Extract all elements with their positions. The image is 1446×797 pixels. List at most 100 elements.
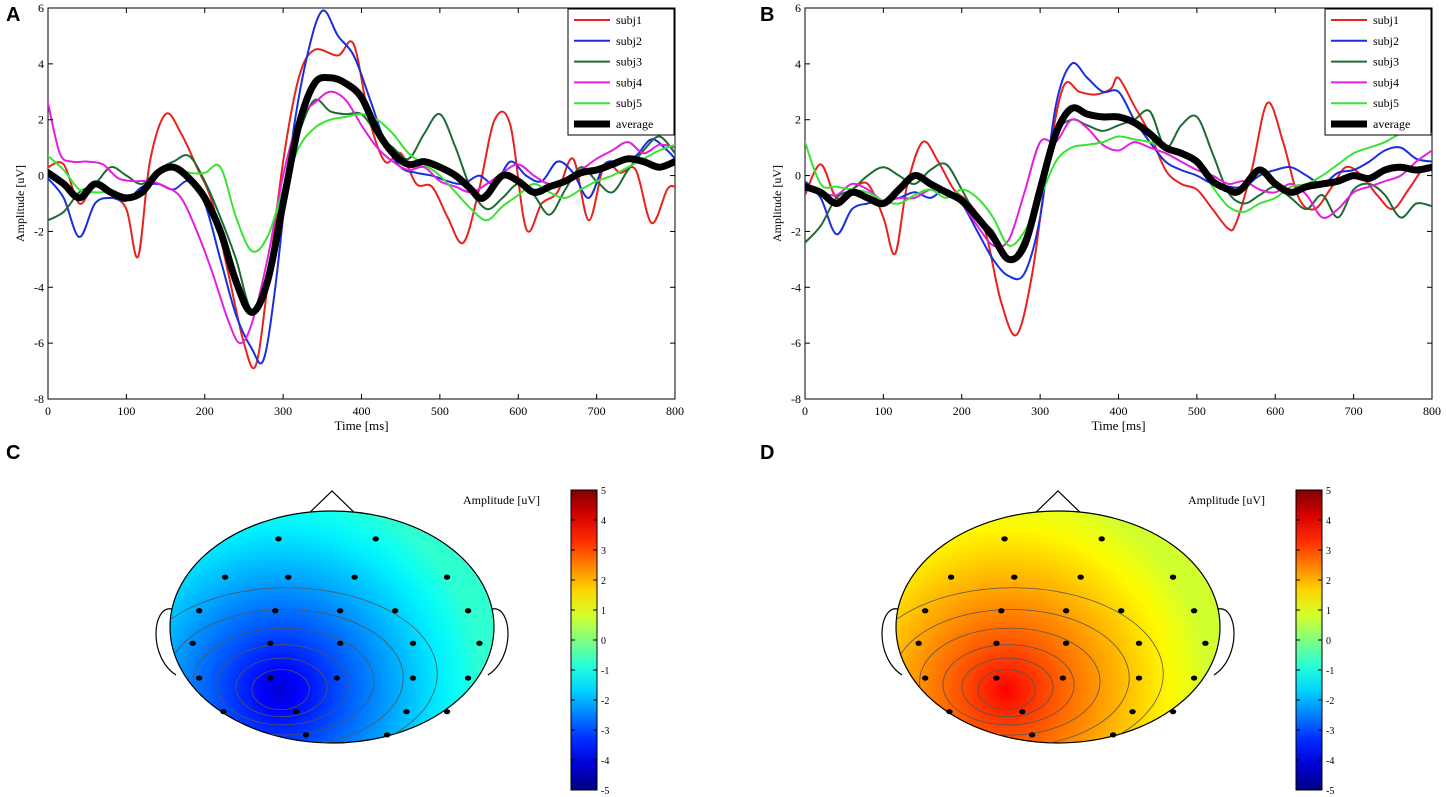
electrode-dot — [1019, 709, 1026, 715]
electrode-dot — [476, 640, 483, 646]
y-tick-label: 0 — [38, 169, 44, 183]
series-group — [48, 9, 675, 370]
electrode-dot — [351, 574, 358, 580]
electrode-dot — [275, 536, 282, 542]
legend-label-subj1: subj1 — [1373, 13, 1399, 27]
colorbar-tick-label: -3 — [1326, 726, 1334, 737]
colorbar-tick-label: -5 — [601, 786, 609, 797]
scalp-map — [169, 510, 495, 744]
electrode-dot — [383, 732, 391, 738]
contour-line — [235, 657, 328, 718]
colorbar-tick-label: 1 — [601, 606, 606, 617]
line-chart-a: 0 100 200 300 400 500 600 700 800 -8 -6 -4 -2 0 2 4 6 Tim… — [13, 1, 684, 433]
electrode-dot — [189, 640, 196, 646]
series-line-average — [805, 104, 1432, 264]
y-tick-label: -8 — [791, 392, 801, 406]
electrode-dot — [403, 709, 410, 715]
x-tick-label: 400 — [353, 404, 371, 418]
panel-label-d: D — [760, 442, 775, 464]
electrode-dot — [409, 675, 417, 681]
contour-line — [216, 644, 349, 726]
legend-box — [567, 8, 675, 136]
y-tick-label: 6 — [795, 1, 801, 15]
y-axis-label: Amplitude [uV] — [13, 165, 27, 242]
electrode-dot — [1190, 608, 1198, 614]
legend-box — [1324, 8, 1432, 136]
y-tick-label: -6 — [791, 336, 801, 350]
electrode-dot — [1059, 675, 1067, 681]
electrode-dot — [993, 675, 1000, 681]
y-tick-label: 6 — [38, 1, 44, 15]
electrode-dot — [1129, 709, 1136, 715]
electrode-dot — [220, 709, 227, 715]
contour-line — [977, 669, 1036, 711]
contour-line — [942, 644, 1075, 726]
contour-line — [251, 669, 310, 711]
colorbar-label: Amplitude [uV] — [1188, 493, 1265, 507]
colorbar-tick-label: 3 — [601, 546, 606, 557]
electrode-dot — [464, 675, 472, 681]
electrode-dot — [221, 574, 229, 580]
electrode-dot — [336, 608, 344, 614]
y-tick-label: -4 — [34, 280, 44, 294]
x-tick-label: 600 — [1266, 404, 1284, 418]
electrode-dot — [1077, 574, 1084, 580]
y-tick-label: -8 — [34, 392, 44, 406]
x-tick-label: 100 — [874, 404, 892, 418]
legend-label-subj2: subj2 — [1373, 34, 1399, 48]
legend: subj1 subj2 subj3 subj4 subj5 average — [1324, 8, 1432, 136]
x-tick-label: 0 — [802, 404, 808, 418]
x-tick-label: 800 — [1423, 404, 1441, 418]
y-tick-label: -6 — [34, 336, 44, 350]
electrode-dot — [391, 608, 399, 614]
colorbar-tick-label: 1 — [1326, 606, 1331, 617]
colorbar-tick-label: 4 — [601, 516, 606, 527]
series-group — [805, 61, 1432, 337]
x-axis-label: Time [ms] — [334, 418, 388, 433]
electrode-dot — [1117, 608, 1125, 614]
colorbar-tick-label: -4 — [1326, 756, 1334, 767]
x-tick-label: 800 — [666, 404, 684, 418]
panel-label-a: A — [6, 4, 21, 26]
x-tick-label: 700 — [588, 404, 606, 418]
contour-lines — [896, 587, 1164, 743]
line-chart-b: 0 100 200 300 400 500 600 700 800 -8 -6 -4 -2 0 2 4 6 Tim… — [770, 1, 1441, 433]
contour-line — [896, 609, 1130, 743]
electrode-dot — [443, 709, 451, 715]
electrode-dot — [336, 640, 344, 646]
topomap-d: 5 4 3 2 1 0 -1 -2 -3 -4 -5 Amplitude [uV] — [881, 486, 1334, 797]
contour-line — [961, 657, 1054, 718]
legend-label-subj1: subj1 — [616, 13, 642, 27]
x-tick-label: 700 — [1345, 404, 1363, 418]
panel-label-b: B — [760, 4, 775, 26]
electrode-dot — [915, 640, 922, 646]
colorbar-tick-label: -1 — [601, 666, 609, 677]
x-axis-label: Time [ms] — [1091, 418, 1145, 433]
electrode-dot — [195, 608, 203, 614]
legend-label-subj2: subj2 — [616, 34, 642, 48]
electrode-dot — [1109, 732, 1117, 738]
x-tick-label: 0 — [45, 404, 51, 418]
electrode-dot — [267, 675, 274, 681]
series-line-subj1 — [48, 40, 675, 370]
electrode-dot — [1062, 640, 1070, 646]
series-line-subj3 — [805, 109, 1432, 261]
colorbar-tick-label: -5 — [1326, 786, 1334, 797]
colorbar — [1295, 489, 1323, 791]
x-tick-label: 200 — [953, 404, 971, 418]
contour-line — [919, 627, 1101, 736]
electrode-dot — [1062, 608, 1070, 614]
electrode-dot — [1011, 574, 1018, 580]
legend-label-subj4: subj4 — [616, 75, 642, 89]
electrode-dot — [1135, 640, 1143, 646]
colorbar-tick-label: 0 — [1326, 636, 1331, 647]
x-tick-label: 300 — [1031, 404, 1049, 418]
y-tick-label: -2 — [791, 224, 801, 238]
electrode-dot — [443, 574, 451, 580]
y-tick-label: 2 — [795, 113, 801, 127]
colorbar-tick-label: 2 — [601, 576, 606, 587]
x-tick-label: 100 — [117, 404, 135, 418]
electrode-dot — [1169, 574, 1177, 580]
contour-line — [896, 587, 1164, 743]
